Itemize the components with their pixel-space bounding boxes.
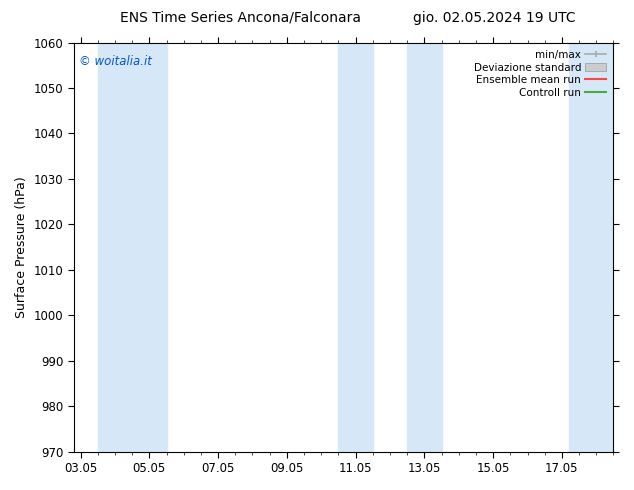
Bar xyxy=(339,43,373,452)
Bar xyxy=(98,43,167,452)
Text: gio. 02.05.2024 19 UTC: gio. 02.05.2024 19 UTC xyxy=(413,11,576,25)
Text: © woitalia.it: © woitalia.it xyxy=(79,55,152,68)
Y-axis label: Surface Pressure (hPa): Surface Pressure (hPa) xyxy=(15,176,28,318)
Text: ENS Time Series Ancona/Falconara: ENS Time Series Ancona/Falconara xyxy=(120,11,361,25)
Legend: min/max, Deviazione standard, Ensemble mean run, Controll run: min/max, Deviazione standard, Ensemble m… xyxy=(472,48,608,100)
Bar xyxy=(569,43,614,452)
Bar xyxy=(407,43,441,452)
